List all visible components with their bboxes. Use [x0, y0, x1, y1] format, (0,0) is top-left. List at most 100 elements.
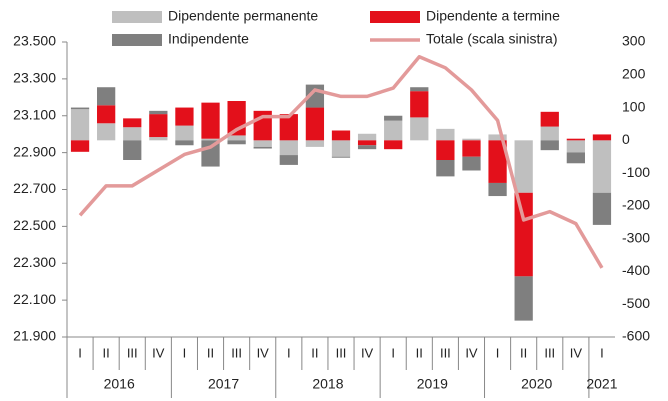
bar [462, 138, 481, 141]
y2-tick-label: 200 [622, 65, 646, 81]
bar [514, 276, 533, 321]
y-tick-label: 22.700 [13, 180, 56, 196]
bar [201, 102, 220, 139]
bar [175, 125, 194, 141]
bar [592, 140, 612, 193]
year-label: 2016 [104, 376, 135, 392]
bar [149, 137, 168, 141]
x-tick-label: II [311, 345, 318, 360]
bar [592, 134, 612, 141]
year-label: 2021 [586, 376, 617, 392]
legend-label: Dipendente a termine [426, 8, 560, 24]
bar [540, 140, 559, 151]
legend-label: Totale (scala sinistra) [426, 31, 558, 47]
bar [253, 146, 272, 149]
bar [384, 115, 403, 121]
year-label: 2018 [312, 376, 343, 392]
bar [566, 152, 585, 164]
bar [514, 140, 533, 193]
bar [149, 110, 168, 115]
bar [123, 140, 142, 160]
bar [331, 140, 351, 157]
year-label: 2019 [417, 376, 448, 392]
bar [462, 156, 481, 171]
y-tick-label: 22.300 [13, 254, 56, 270]
bar [384, 120, 403, 141]
y2-tick-label: -500 [622, 295, 650, 311]
bar [488, 182, 507, 197]
y-tick-label: 21.900 [13, 328, 56, 344]
bar [201, 138, 220, 141]
x-tick-label: II [207, 345, 214, 360]
bar [175, 107, 194, 126]
legend-label: Dipendente permanente [168, 8, 318, 24]
x-tick-label: IV [152, 345, 165, 360]
y2-tick-label: 300 [622, 33, 646, 49]
bar [357, 133, 377, 141]
bar [436, 160, 455, 177]
legend-swatch [112, 34, 162, 46]
x-tick-label: I [183, 345, 187, 360]
bar [149, 114, 168, 138]
bar [70, 107, 90, 110]
bar [540, 126, 559, 141]
x-tick-label: III [231, 345, 242, 360]
x-tick-label: IV [361, 345, 374, 360]
y2-tick-label: -300 [622, 229, 650, 245]
bar [540, 111, 559, 127]
bar [331, 156, 351, 158]
bar [566, 140, 585, 153]
legend-label: Indipendente [168, 31, 249, 47]
bar [384, 140, 403, 150]
bar [410, 91, 429, 118]
x-tick-label: III [127, 345, 138, 360]
y-tick-label: 22.900 [13, 143, 56, 159]
bar [97, 123, 116, 141]
x-tick-label: III [336, 345, 347, 360]
x-tick-label: II [103, 345, 110, 360]
bar [123, 127, 142, 141]
bar [592, 192, 612, 225]
bar [123, 118, 142, 128]
y2-tick-label: -200 [622, 197, 650, 213]
bar [279, 114, 298, 141]
year-label: 2017 [208, 376, 239, 392]
bar [97, 87, 116, 106]
y2-tick-label: -600 [622, 328, 650, 344]
bar [436, 128, 455, 141]
bar [410, 117, 429, 141]
line [78, 55, 604, 269]
bar [279, 155, 298, 165]
y2-tick-label: -100 [622, 164, 650, 180]
y-tick-label: 23.100 [13, 106, 56, 122]
y-tick-label: 23.500 [13, 33, 56, 49]
x-tick-label: I [496, 345, 500, 360]
bar [357, 140, 377, 146]
x-tick-label: II [416, 345, 423, 360]
bar [331, 130, 351, 141]
x-tick-label: I [600, 345, 604, 360]
bar [436, 140, 455, 160]
bar [488, 134, 507, 141]
y-tick-label: 22.100 [13, 291, 56, 307]
bar [357, 145, 377, 150]
x-tick-label: I [391, 345, 395, 360]
bar [305, 140, 325, 147]
bar [97, 105, 116, 124]
legend-swatch [370, 11, 420, 23]
bar [70, 109, 90, 141]
year-label: 2020 [521, 376, 552, 392]
x-tick-label: I [78, 345, 82, 360]
x-tick-label: IV [465, 345, 478, 360]
bar [305, 107, 325, 141]
x-tick-label: III [544, 345, 555, 360]
bar [227, 135, 246, 141]
x-tick-label: IV [257, 345, 270, 360]
y-tick-label: 22.500 [13, 217, 56, 233]
bar [566, 138, 585, 141]
bar [279, 140, 298, 156]
x-tick-label: I [287, 345, 291, 360]
bar [488, 140, 507, 183]
x-tick-label: II [520, 345, 527, 360]
